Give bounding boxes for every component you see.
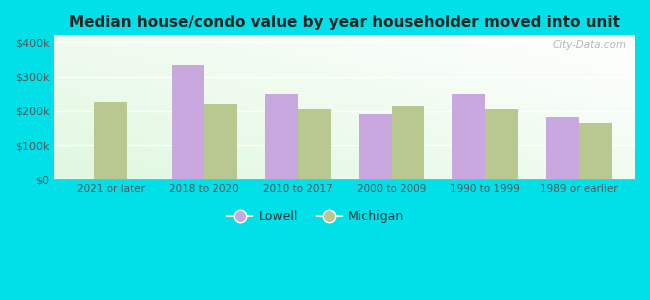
- Bar: [546, 117, 578, 179]
- Text: City-Data.com: City-Data.com: [552, 40, 627, 50]
- Bar: [298, 109, 331, 179]
- Bar: [94, 102, 127, 179]
- Bar: [359, 114, 391, 179]
- Legend: Lowell, Michigan: Lowell, Michigan: [222, 205, 409, 228]
- Bar: [578, 123, 612, 179]
- Bar: [265, 94, 298, 179]
- Bar: [204, 104, 237, 179]
- Bar: [172, 64, 204, 179]
- Title: Median house/condo value by year householder moved into unit: Median house/condo value by year househo…: [70, 15, 620, 30]
- Bar: [485, 109, 518, 179]
- Bar: [452, 94, 485, 179]
- Bar: [391, 106, 424, 179]
